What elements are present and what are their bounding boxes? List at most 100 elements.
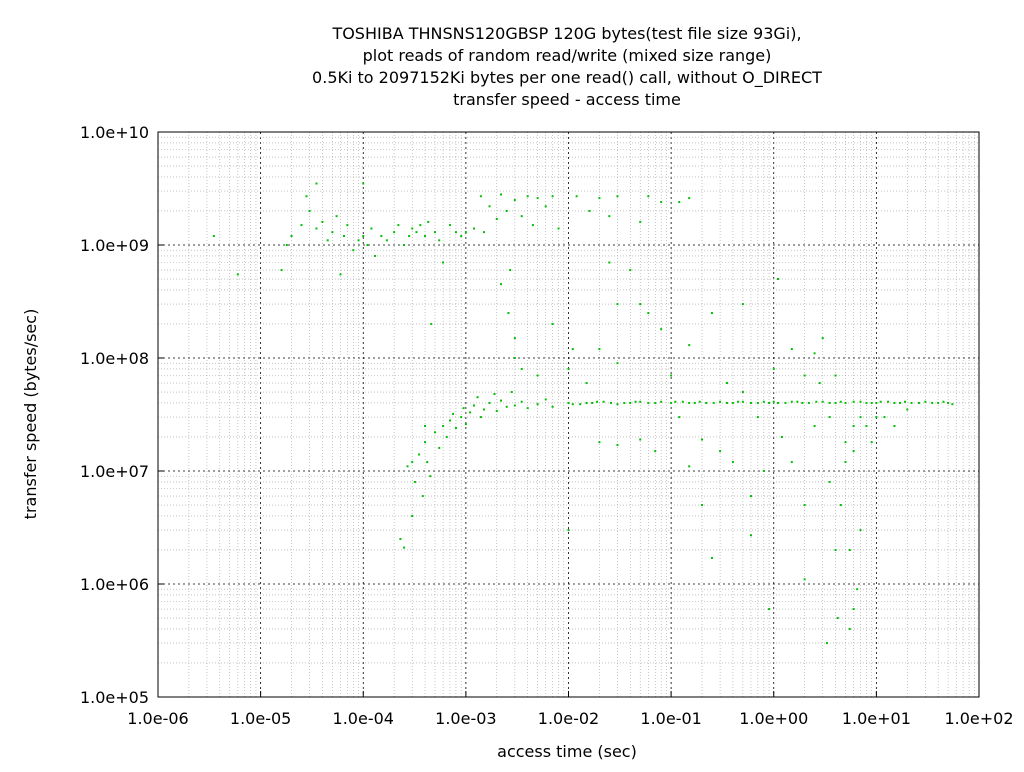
- data-point: [844, 441, 847, 444]
- data-point: [803, 504, 806, 507]
- data-point: [331, 231, 334, 234]
- data-point: [551, 322, 554, 325]
- data-point: [448, 224, 451, 227]
- data-point: [479, 416, 482, 419]
- data-point: [852, 608, 855, 611]
- data-point: [403, 244, 406, 246]
- data-point: [796, 400, 799, 403]
- data-point: [784, 401, 787, 404]
- data-point: [749, 495, 752, 498]
- data-point: [712, 401, 715, 404]
- data-point: [610, 401, 613, 404]
- data-point: [821, 337, 824, 340]
- data-point: [321, 220, 324, 223]
- data-point: [602, 400, 605, 403]
- data-point: [505, 209, 508, 212]
- data-point: [731, 461, 734, 464]
- data-point: [756, 416, 759, 419]
- data-point: [212, 235, 215, 238]
- data-point: [780, 435, 783, 438]
- data-point: [588, 209, 591, 212]
- data-point: [756, 401, 759, 404]
- data-point: [544, 398, 547, 401]
- data-point: [452, 412, 455, 415]
- data-point: [844, 461, 847, 464]
- data-point: [813, 352, 816, 355]
- data-point: [370, 227, 373, 230]
- data-point: [445, 435, 448, 438]
- data-point: [924, 400, 927, 403]
- data-point: [469, 411, 472, 414]
- data-point: [639, 400, 642, 403]
- data-point: [464, 423, 467, 426]
- data-point: [762, 400, 765, 403]
- data-point: [236, 273, 239, 276]
- data-point: [352, 249, 355, 252]
- data-point: [893, 401, 896, 404]
- data-point: [875, 416, 878, 419]
- data-point: [678, 201, 681, 204]
- data-point: [520, 215, 523, 218]
- data-point: [836, 617, 839, 620]
- data-point: [526, 195, 529, 198]
- data-point: [639, 438, 642, 441]
- data-point: [887, 400, 890, 403]
- data-point: [335, 215, 338, 218]
- data-point: [290, 235, 293, 238]
- x-tick-label: 1.0e+00: [739, 709, 808, 728]
- title-line-4: transfer speed - access time: [453, 90, 681, 109]
- data-point: [598, 348, 601, 351]
- data-point: [801, 401, 804, 404]
- data-point: [947, 401, 950, 404]
- data-point: [596, 400, 599, 403]
- data-point: [762, 470, 765, 472]
- data-point: [339, 273, 342, 276]
- data-point: [870, 441, 873, 444]
- data-point: [315, 227, 318, 230]
- title-line-2: plot reads of random read/write (mixed s…: [363, 46, 772, 65]
- data-point: [285, 244, 288, 246]
- data-point: [693, 401, 696, 404]
- data-point: [725, 401, 728, 404]
- data-point: [426, 461, 429, 464]
- data-point: [825, 642, 828, 645]
- data-point: [433, 431, 436, 434]
- data-point: [567, 367, 570, 370]
- data-point: [362, 182, 365, 185]
- data-point: [608, 261, 611, 264]
- data-point: [678, 416, 681, 419]
- data-point: [859, 529, 862, 532]
- x-tick-label: 1.0e-05: [230, 709, 291, 728]
- data-point: [719, 400, 722, 403]
- y-tick-labels: 1.0e+05 1.0e+06 1.0e+07 1.0e+08 1.0e+09 1.0e+…: [80, 123, 164, 707]
- data-point: [411, 227, 414, 230]
- x-axis-label: access time (sec): [497, 742, 637, 761]
- data-point: [639, 303, 642, 306]
- data-point: [531, 224, 534, 227]
- data-point: [719, 450, 722, 453]
- data-point: [500, 193, 503, 196]
- data-point: [438, 239, 441, 242]
- data-point: [737, 400, 740, 403]
- data-point: [937, 401, 940, 404]
- data-point: [507, 312, 510, 315]
- data-point: [460, 416, 463, 419]
- data-point: [385, 239, 388, 242]
- data-point: [818, 382, 821, 385]
- data-point: [647, 195, 650, 198]
- data-point: [380, 235, 383, 238]
- data-point: [623, 401, 626, 404]
- data-point: [698, 400, 701, 403]
- data-point: [910, 401, 913, 404]
- data-point: [856, 588, 859, 591]
- x-tick-label: 1.0e-04: [333, 709, 394, 728]
- data-point: [505, 405, 508, 408]
- y-tick-label: 1.0e+06: [80, 575, 149, 594]
- data-point: [414, 480, 417, 483]
- data-point: [495, 409, 498, 412]
- data-point: [768, 608, 771, 611]
- data-point: [660, 400, 663, 403]
- data-point: [591, 401, 594, 404]
- data-point: [557, 227, 560, 230]
- data-point: [464, 231, 467, 234]
